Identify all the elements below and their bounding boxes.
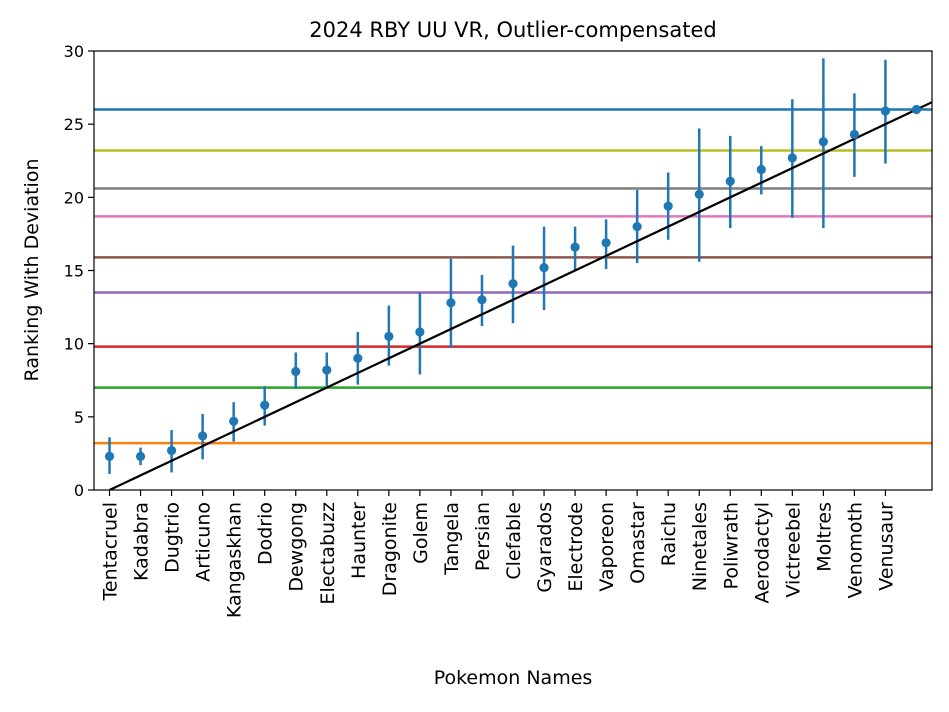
y-tick-label-15: 15 [64, 262, 84, 281]
x-tick-label-omastar: Omastar [627, 502, 649, 584]
data-point-vaporeon [601, 238, 611, 248]
data-point-aerodactyl [756, 164, 766, 175]
x-tick-label-poliwrath: Poliwrath [720, 502, 742, 589]
data-point-golem [415, 327, 425, 337]
x-tick-label-clefable: Clefable [503, 502, 525, 580]
data-point-persian [477, 295, 487, 305]
trend-line [109, 101, 932, 490]
x-tick-label-victreebel: Victreebel [782, 502, 804, 598]
plot-area: 0 5 10 15 20 25 30 Tentacruel Kadabra Dugtrio Arti… [64, 42, 933, 618]
data-point-electrode [570, 242, 580, 252]
x-tick-label-vaporeon: Vaporeon [596, 502, 618, 592]
x-tick-label-tangela: Tangela [441, 502, 463, 576]
x-tick-label-venusaur: Venusaur [875, 502, 897, 591]
data-point-haunter [353, 353, 363, 363]
x-tick-label-persian: Persian [472, 502, 494, 571]
y-tick-label-20: 20 [64, 188, 84, 207]
x-tick-label-haunter: Haunter [348, 502, 370, 579]
x-tick-label-gyarados: Gyarados [534, 502, 556, 593]
data-point-dugtrio [166, 445, 177, 456]
x-tick-label-dewgong: Dewgong [286, 502, 308, 592]
data-point-dewgong [291, 366, 301, 377]
data-point-tangela [446, 298, 456, 308]
y-axis-label: Ranking With Deviation [21, 159, 43, 382]
data-point-electabuzz [322, 365, 332, 375]
data-point-venusaur [880, 106, 891, 116]
data-point-moltres [818, 137, 828, 147]
x-tick-label-dodrio: Dodrio [255, 502, 277, 565]
y-tick-label-25: 25 [64, 115, 84, 134]
x-axis-label: Pokemon Names [434, 667, 593, 689]
x-tick-label-electrode: Electrode [565, 502, 587, 592]
x-tick-label-articuno: Articuno [193, 502, 215, 582]
data-point-venomoth [849, 129, 860, 140]
data-point-dodrio [260, 400, 270, 410]
x-tick-label-ninetales: Ninetales [689, 502, 711, 591]
data-point-kangaskhan [229, 416, 239, 426]
data-point-dragonite [384, 331, 394, 341]
x-tick-label-moltres: Moltres [813, 502, 835, 572]
data-point-raichu [663, 201, 673, 211]
x-tick-label-electabuzz: Electabuzz [317, 502, 339, 605]
chart-title: 2024 RBY UU VR, Outlier-compensated [309, 18, 716, 42]
x-tick-label-raichu: Raichu [658, 502, 680, 566]
data-point-ninetales [694, 189, 704, 200]
x-tick-label-dragonite: Dragonite [379, 502, 401, 596]
data-point-poliwrath [725, 176, 735, 186]
data-point-articuno [198, 431, 208, 441]
data-point-omastar [632, 222, 642, 232]
x-tick-label-golem: Golem [410, 502, 432, 564]
y-tick-label-0: 0 [74, 481, 84, 500]
data-point-extra [911, 104, 922, 115]
x-tick-label-venomoth: Venomoth [844, 502, 866, 599]
data-point-clefable [508, 279, 518, 289]
x-tick-label-aerodactyl: Aerodactyl [751, 502, 773, 604]
x-tick-label-kangaskhan: Kangaskhan [224, 502, 246, 618]
x-tick-label-tentacruel: Tentacruel [100, 502, 122, 601]
data-point-gyarados [539, 262, 549, 273]
data-point-kadabra [135, 451, 146, 461]
x-tick-label-kadabra: Kadabra [131, 502, 153, 581]
y-tick-label-10: 10 [64, 335, 84, 354]
y-tick-label-30: 30 [64, 42, 84, 61]
y-tick-label-5: 5 [74, 408, 84, 427]
x-tick-label-dugtrio: Dugtrio [162, 502, 184, 573]
data-point-victreebel [787, 153, 797, 163]
plot-contents [94, 58, 932, 490]
data-point-tentacruel [104, 451, 115, 461]
